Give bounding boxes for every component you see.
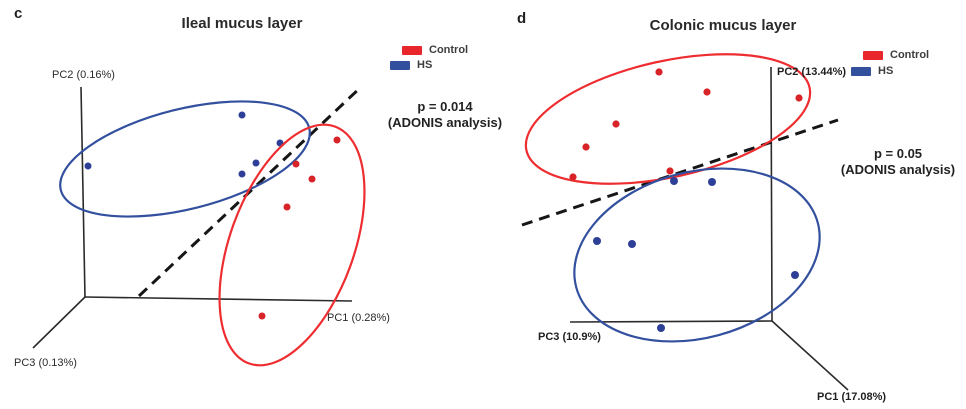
hs-data-point [708,178,716,186]
panel-d-pc3-axis-label: PC3 (10.9%) [538,331,601,343]
hs-data-point [791,271,799,279]
control-legend-swatch [402,46,422,55]
hs-data-point [238,170,246,178]
group-separator-dashed-line-panel-c [137,85,363,298]
panel-d-legend-control: Control [863,50,929,61]
control-data-point [582,143,590,151]
control-cluster-ellipse-panel-d [524,53,812,185]
hs-cluster-ellipse-panel-c [59,100,311,218]
panel-d-method: (ADONIS analysis) [840,162,956,177]
hs-legend-swatch [851,67,871,76]
panel-c-legend-hs: HS [390,60,432,71]
panel-c-method: (ADONIS analysis) [387,115,503,130]
hs-data-point [238,111,246,119]
control-data-point [703,88,711,96]
control-legend-label: Control [429,44,469,56]
control-data-point [292,160,300,168]
group-separator-dashed-line-panel-d [521,118,839,227]
axis-pc2-line-panel-c [80,86,86,299]
hs-data-point [593,237,601,245]
hs-legend-label: HS [878,65,894,77]
hs-data-point [252,159,260,167]
panel-d-pc2-axis-label: PC2 (13.44%) [777,66,847,78]
hs-data-point [670,177,678,185]
panel-c-pc1-axis-label: PC1 (0.28%) [327,312,390,324]
control-data-point [258,312,266,320]
hs-data-point [628,240,636,248]
control-data-point [795,94,803,102]
control-data-point [308,175,316,183]
control-data-point [612,120,620,128]
hs-cluster-ellipse-panel-d [573,167,821,343]
control-cluster-ellipse-panel-c [218,123,366,367]
hs-data-point [84,162,92,170]
axis-pc3-line-panel-c [32,296,86,349]
panel-d-p-value: p = 0.05 [873,146,923,161]
panel-letter-c: c [14,5,23,22]
panel-c-title: Ileal mucus layer [181,15,303,32]
panel-c-pc2-axis-label: PC2 (0.16%) [52,69,115,81]
control-data-point [283,203,291,211]
panel-letter-d: d [517,10,527,27]
panel-d-legend-hs: HS [851,66,893,77]
panel-c-legend-control: Control [402,45,468,56]
control-legend-swatch [863,51,883,60]
axis-pc1-line-panel-d [771,320,849,391]
panel-d-pc1-axis-label: PC1 (17.08%) [817,391,887,403]
axis-pc3-line-panel-d [569,320,773,323]
control-data-point [666,167,674,175]
panel-c-pc3-axis-label: PC3 (0.13%) [14,357,77,369]
panel-c-stats: p = 0.014 (ADONIS analysis) [385,99,505,131]
hs-legend-label: HS [417,59,433,71]
hs-data-point [657,324,665,332]
panel-d-title: Colonic mucus layer [649,17,797,34]
control-data-point [569,173,577,181]
hs-legend-swatch [390,61,410,70]
control-legend-label: Control [890,49,930,61]
control-data-point [333,136,341,144]
control-data-point [655,68,663,76]
panel-c-p-value: p = 0.014 [417,99,473,114]
panel-d-stats: p = 0.05 (ADONIS analysis) [838,146,958,178]
axis-pc2-line-panel-d [770,66,773,322]
